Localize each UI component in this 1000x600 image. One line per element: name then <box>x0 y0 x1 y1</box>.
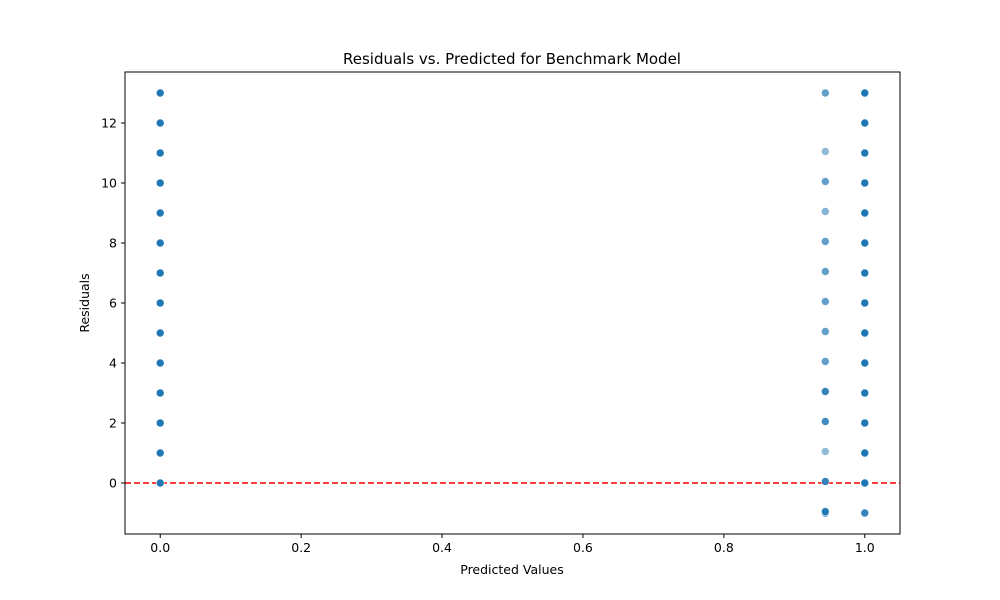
data-point <box>860 238 870 248</box>
y-tick-label: 10 <box>101 176 117 191</box>
data-point <box>860 508 870 518</box>
x-axis-title: Predicted Values <box>460 562 564 577</box>
data-point <box>155 208 165 218</box>
y-tick-label: 6 <box>109 296 117 311</box>
x-axis: 0.0 0.2 0.4 0.6 0.8 1.0 <box>150 534 875 555</box>
y-tick-label: 12 <box>101 116 117 131</box>
data-point <box>155 118 165 128</box>
y-tick-label: 0 <box>109 476 117 491</box>
data-point <box>155 448 165 458</box>
data-point <box>155 88 165 98</box>
data-point <box>821 447 830 456</box>
y-tick-label: 8 <box>109 236 117 251</box>
data-point <box>155 148 165 158</box>
data-point <box>860 208 870 218</box>
data-point <box>821 297 830 306</box>
data-point <box>155 358 165 368</box>
data-point <box>860 88 870 98</box>
data-point <box>155 298 165 308</box>
plot-frame <box>124 71 901 535</box>
y-tick-label: 2 <box>109 416 117 431</box>
data-point <box>821 88 830 98</box>
chart-title: Residuals vs. Predicted for Benchmark Mo… <box>343 50 681 68</box>
data-point <box>821 387 830 396</box>
x-tick-label: 0.4 <box>432 540 452 555</box>
data-point <box>821 357 830 366</box>
data-point <box>821 417 830 426</box>
x-tick-label: 0.6 <box>573 540 593 555</box>
data-point <box>155 238 165 248</box>
data-point <box>860 388 870 398</box>
data-point <box>860 298 870 308</box>
data-point <box>155 478 165 488</box>
data-point <box>821 147 830 156</box>
data-point <box>821 507 830 516</box>
y-axis-title: Residuals <box>77 273 92 332</box>
data-point <box>155 328 165 338</box>
data-point <box>860 358 870 368</box>
y-axis: 0 2 4 6 8 10 12 <box>101 116 125 491</box>
data-point <box>155 268 165 278</box>
data-point <box>821 237 830 246</box>
data-point <box>860 448 870 458</box>
data-point <box>821 267 830 276</box>
data-point <box>155 388 165 398</box>
x-tick-label: 1.0 <box>855 540 875 555</box>
data-point <box>155 418 165 428</box>
data-point <box>860 268 870 278</box>
data-point <box>821 207 830 216</box>
data-point <box>860 148 870 158</box>
data-point <box>821 477 830 486</box>
data-point <box>860 118 870 128</box>
points-layer <box>155 88 870 518</box>
x-tick-label: 0.8 <box>714 540 734 555</box>
x-tick-label: 0.0 <box>150 540 170 555</box>
data-point <box>860 328 870 338</box>
data-point <box>821 177 830 186</box>
y-tick-label: 4 <box>109 356 117 371</box>
x-tick-label: 0.2 <box>291 540 311 555</box>
data-point <box>821 327 830 336</box>
data-point <box>860 478 870 488</box>
data-point <box>155 178 165 188</box>
data-point <box>860 178 870 188</box>
data-point <box>860 418 870 428</box>
